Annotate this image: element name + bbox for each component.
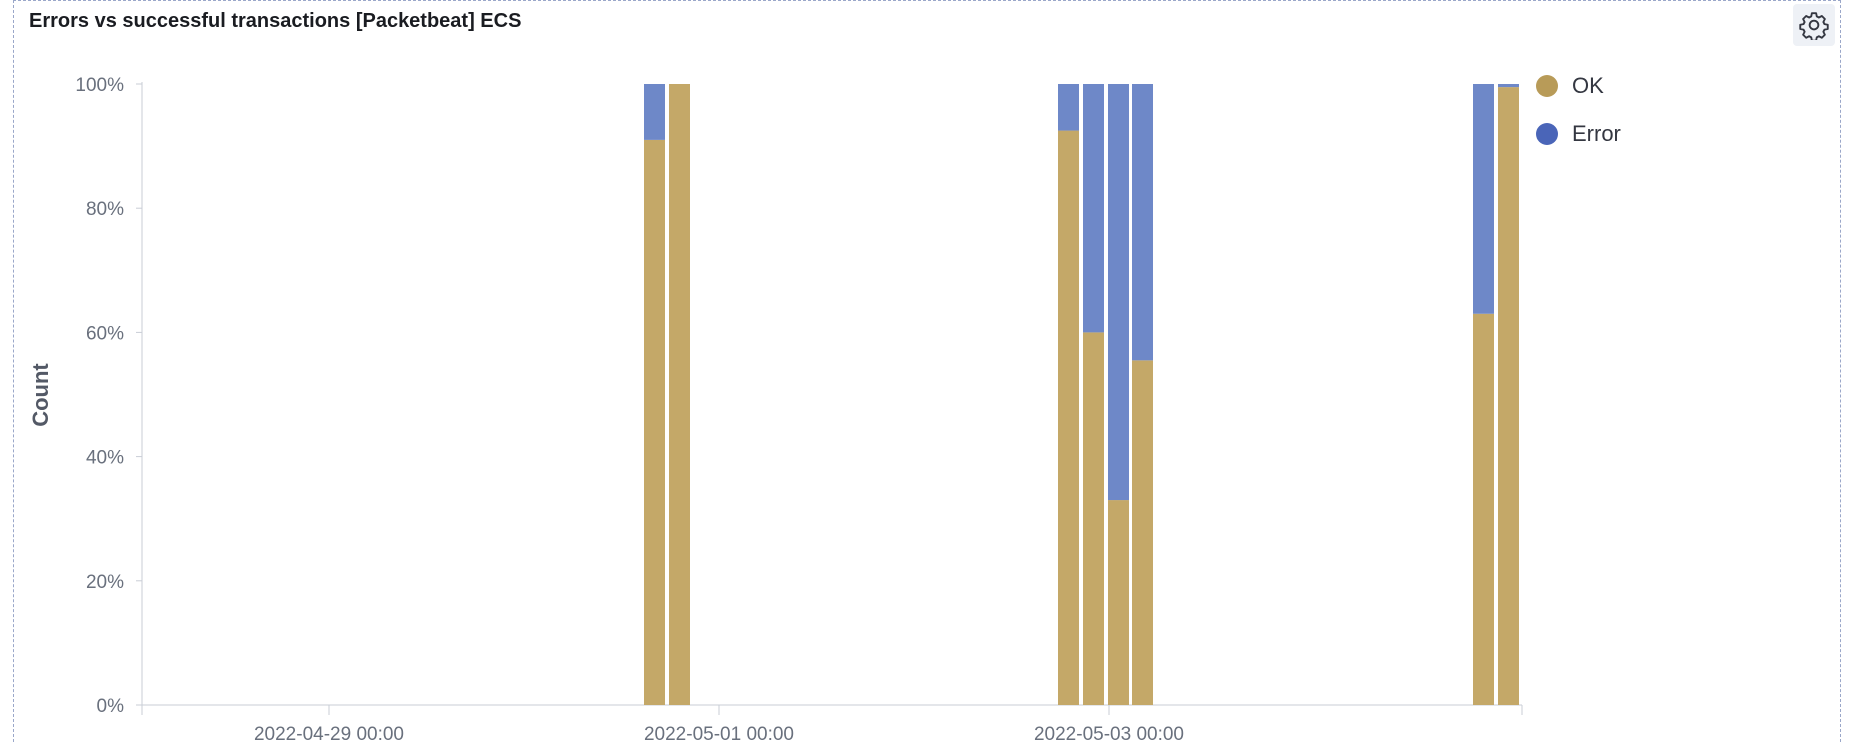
bar-error[interactable]: [1498, 84, 1519, 88]
bar-error[interactable]: [1108, 84, 1129, 501]
legend-swatch-ok: [1536, 75, 1558, 97]
y-tick-label: 60%: [86, 323, 124, 344]
x-tick-label: 2022-05-01 00:00: [644, 724, 794, 742]
y-tick-label: 40%: [86, 448, 124, 469]
bar-ok[interactable]: [1108, 500, 1129, 705]
bar-error[interactable]: [1132, 84, 1153, 361]
bar-ok[interactable]: [1083, 332, 1104, 705]
bar-error[interactable]: [1083, 84, 1104, 333]
chart-legend: OK Error: [1536, 72, 1621, 168]
panel-settings-button[interactable]: [1793, 4, 1835, 46]
y-tick-label: 0%: [97, 696, 125, 717]
bar-error[interactable]: [1473, 84, 1494, 314]
y-tick-label: 80%: [86, 199, 124, 220]
bar-ok[interactable]: [1473, 313, 1494, 705]
legend-label-error: Error: [1572, 121, 1621, 146]
bar-ok[interactable]: [1498, 87, 1519, 706]
bar-error[interactable]: [644, 84, 665, 140]
bar-ok[interactable]: [1058, 130, 1079, 705]
bar-error[interactable]: [1058, 84, 1079, 131]
gear-icon: [1799, 12, 1829, 40]
x-tick-label: 2022-04-29 00:00: [254, 724, 404, 742]
y-axis-title: Count: [28, 363, 53, 427]
panel-title: Errors vs successful transactions [Packe…: [29, 10, 522, 32]
bar-ok[interactable]: [669, 84, 690, 705]
legend-label-ok: OK: [1572, 73, 1604, 98]
y-tick-label: 20%: [86, 572, 124, 593]
bar-ok[interactable]: [644, 139, 665, 705]
x-tick-label: 2022-05-03 00:00: [1034, 724, 1184, 742]
legend-item-error[interactable]: Error: [1536, 120, 1621, 148]
visualization-panel: [13, 0, 1841, 742]
legend-swatch-error: [1536, 123, 1558, 145]
y-tick-label: 100%: [75, 75, 124, 96]
legend-item-ok[interactable]: OK: [1536, 72, 1621, 100]
bar-ok[interactable]: [1132, 360, 1153, 705]
